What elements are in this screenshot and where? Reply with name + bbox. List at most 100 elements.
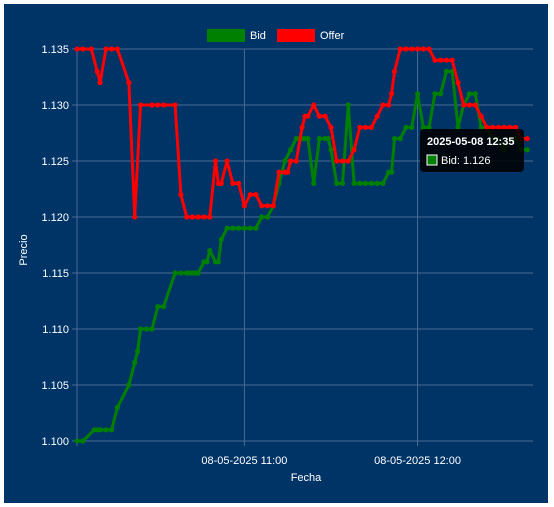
bid-point[interactable]: [74, 438, 80, 444]
offer-point[interactable]: [172, 102, 178, 108]
offer-point[interactable]: [380, 102, 386, 108]
bid-point[interactable]: [253, 225, 259, 231]
offer-point[interactable]: [374, 113, 380, 119]
bid-point[interactable]: [305, 136, 311, 142]
offer-point[interactable]: [201, 214, 207, 220]
offer-point[interactable]: [345, 158, 351, 164]
offer-point[interactable]: [351, 147, 357, 153]
offer-point[interactable]: [149, 102, 155, 108]
offer-point[interactable]: [328, 124, 334, 130]
legend-label-bid[interactable]: Bid: [250, 30, 266, 42]
bid-point[interactable]: [259, 214, 265, 220]
offer-point[interactable]: [155, 102, 161, 108]
offer-point[interactable]: [109, 46, 115, 52]
offer-point[interactable]: [389, 91, 395, 97]
legend[interactable]: Bid Offer: [207, 29, 345, 42]
bid-point[interactable]: [409, 124, 415, 130]
offer-point[interactable]: [189, 214, 195, 220]
offer-point[interactable]: [403, 46, 409, 52]
bid-point[interactable]: [368, 180, 374, 186]
bid-point[interactable]: [426, 124, 432, 130]
offer-point[interactable]: [230, 180, 236, 186]
offer-point[interactable]: [259, 203, 265, 209]
bid-point[interactable]: [455, 124, 461, 130]
offer-point[interactable]: [466, 102, 473, 108]
offer-point[interactable]: [236, 180, 242, 186]
bid-point[interactable]: [478, 124, 484, 130]
offer-point[interactable]: [478, 113, 484, 119]
offer-point[interactable]: [391, 68, 398, 74]
offer-point[interactable]: [472, 102, 478, 108]
offer-point[interactable]: [253, 192, 259, 198]
bid-point[interactable]: [137, 326, 144, 332]
bid-point[interactable]: [397, 136, 403, 142]
offer-point[interactable]: [276, 169, 282, 175]
bid-point[interactable]: [195, 270, 201, 276]
bid-point[interactable]: [143, 326, 149, 332]
bid-point[interactable]: [438, 91, 444, 97]
bid-point[interactable]: [380, 180, 386, 186]
offer-point[interactable]: [80, 46, 86, 52]
offer-point[interactable]: [339, 158, 346, 164]
legend-label-offer[interactable]: Offer: [320, 30, 345, 42]
bid-point[interactable]: [420, 124, 426, 130]
bid-point[interactable]: [357, 180, 363, 186]
offer-point[interactable]: [218, 180, 224, 186]
offer-point[interactable]: [420, 46, 426, 52]
offer-point[interactable]: [311, 102, 317, 108]
offer-point[interactable]: [409, 46, 415, 52]
offer-point[interactable]: [288, 158, 294, 164]
offer-point[interactable]: [195, 214, 201, 220]
bid-point[interactable]: [339, 180, 346, 186]
offer-point[interactable]: [224, 158, 230, 164]
bid-point[interactable]: [155, 304, 161, 310]
bid-point[interactable]: [432, 91, 438, 97]
bid-point[interactable]: [443, 68, 449, 74]
offer-point[interactable]: [241, 203, 247, 209]
offer-point[interactable]: [513, 124, 519, 130]
bid-point[interactable]: [114, 404, 120, 410]
bid-point[interactable]: [334, 180, 340, 186]
bid-point[interactable]: [391, 136, 398, 142]
offer-point[interactable]: [114, 46, 120, 52]
bid-point[interactable]: [389, 169, 395, 175]
offer-point[interactable]: [386, 102, 392, 108]
offer-point[interactable]: [293, 158, 299, 164]
bid-point[interactable]: [207, 248, 213, 254]
offer-point[interactable]: [490, 124, 496, 130]
bid-point[interactable]: [264, 214, 271, 220]
bid-point[interactable]: [215, 259, 221, 265]
offer-point[interactable]: [126, 80, 132, 86]
bid-point[interactable]: [415, 91, 421, 97]
bid-point[interactable]: [103, 427, 109, 433]
bid-point[interactable]: [325, 136, 331, 142]
offer-point[interactable]: [103, 46, 109, 52]
offer-point[interactable]: [357, 124, 363, 130]
offer-point[interactable]: [426, 46, 432, 52]
offer-point[interactable]: [524, 136, 530, 142]
offer-point[interactable]: [305, 113, 311, 119]
bid-point[interactable]: [316, 136, 322, 142]
bid-point[interactable]: [328, 147, 334, 153]
bid-point[interactable]: [178, 270, 184, 276]
bid-point[interactable]: [161, 304, 167, 310]
offer-point[interactable]: [415, 46, 421, 52]
offer-point[interactable]: [88, 46, 94, 52]
offer-point[interactable]: [432, 57, 438, 63]
bid-point[interactable]: [109, 427, 115, 433]
offer-point[interactable]: [270, 203, 276, 209]
bid-point[interactable]: [204, 259, 210, 265]
offer-point[interactable]: [397, 46, 403, 52]
offer-point[interactable]: [299, 124, 305, 130]
offer-point[interactable]: [184, 214, 190, 220]
bid-point[interactable]: [149, 326, 155, 332]
bid-point[interactable]: [172, 270, 178, 276]
offer-point[interactable]: [178, 192, 184, 198]
offer-point[interactable]: [207, 214, 213, 220]
bid-point[interactable]: [466, 91, 473, 97]
offer-point[interactable]: [247, 192, 253, 198]
offer-point[interactable]: [363, 124, 369, 130]
bid-point[interactable]: [126, 382, 132, 388]
offer-point[interactable]: [507, 124, 513, 130]
bid-point[interactable]: [132, 360, 138, 366]
